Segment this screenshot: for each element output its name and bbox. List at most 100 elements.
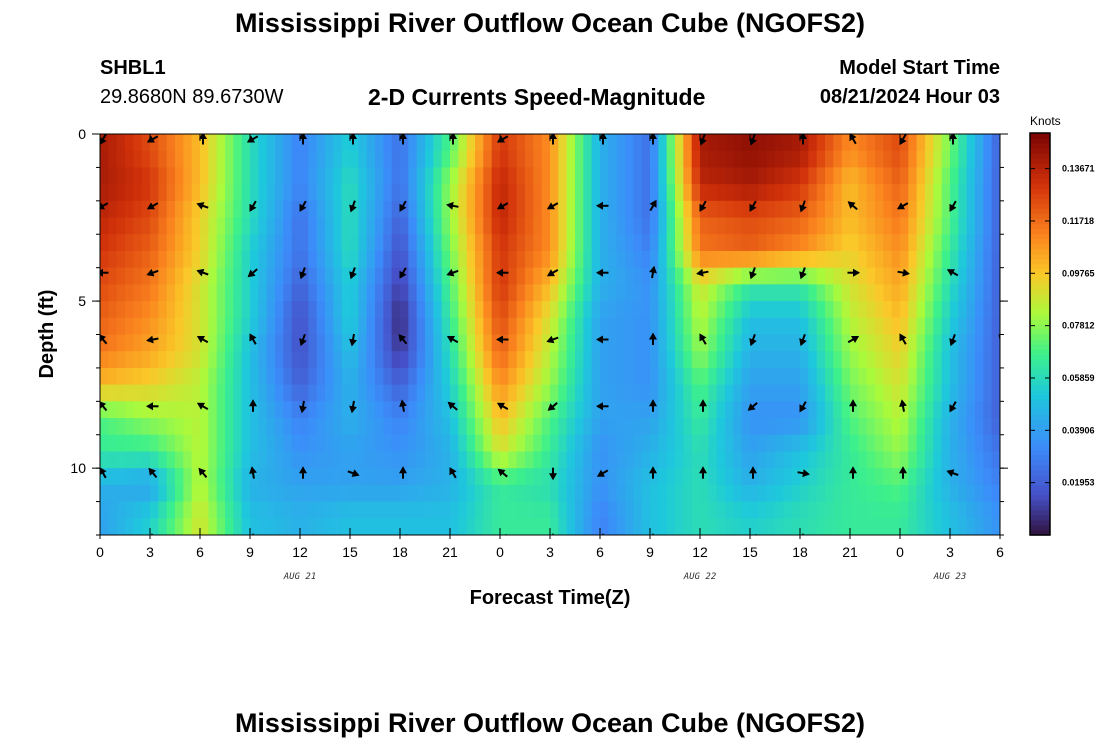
heatmap-cell [841, 367, 851, 386]
heatmap-cell [516, 167, 526, 185]
heatmap-cell [283, 200, 293, 219]
heatmap-cell [375, 401, 384, 419]
heatmap-cell [533, 267, 543, 285]
heatmap-cell [816, 184, 826, 202]
heatmap-cell [700, 468, 709, 486]
heatmap-cell [666, 250, 676, 269]
heatmap-cell [808, 484, 818, 503]
heatmap-cell [708, 384, 718, 402]
heatmap-cell [316, 217, 326, 235]
heatmap-cell [425, 134, 434, 152]
heatmap-cell [650, 518, 659, 535]
x-tick-label: 18 [792, 544, 808, 560]
heatmap-cell [675, 484, 684, 503]
heatmap-cell [866, 184, 876, 202]
heatmap-cell [400, 167, 409, 185]
heatmap-cell [475, 384, 484, 402]
heatmap-cell [266, 267, 276, 285]
colorbar-segment [1030, 514, 1050, 521]
heatmap-cell [483, 451, 493, 469]
heatmap-cell [391, 167, 401, 185]
heatmap-cell [308, 468, 318, 486]
heatmap-cell [891, 267, 901, 285]
heatmap-cell [558, 284, 568, 302]
colorbar-segment [1030, 409, 1050, 416]
colorbar-segment [1030, 168, 1050, 174]
heatmap-cell [175, 334, 184, 352]
heatmap-cell [450, 267, 459, 285]
heatmap-cell [983, 301, 993, 319]
x-tick-label: 12 [692, 544, 708, 560]
heatmap-cell [866, 518, 876, 535]
heatmap-cell [933, 434, 943, 453]
heatmap-cell [408, 150, 418, 169]
heatmap-cell [366, 150, 376, 169]
heatmap-cell [275, 167, 284, 185]
current-vector [596, 469, 609, 477]
heatmap-cell [258, 418, 268, 436]
heatmap-cell [866, 351, 876, 369]
heatmap-cell [666, 150, 676, 169]
heatmap-cell [116, 150, 126, 169]
heatmap-cell [833, 401, 843, 419]
heatmap-cell [291, 234, 301, 252]
heatmap-cell [808, 167, 818, 185]
heatmap-cell [458, 217, 468, 235]
heatmap-cell [583, 468, 593, 486]
heatmap-cell [200, 284, 209, 302]
current-vector [299, 466, 307, 479]
current-vector [398, 334, 408, 345]
current-vector [349, 267, 357, 280]
heatmap-cell [250, 317, 259, 336]
heatmap-cell [733, 200, 743, 219]
heatmap-cell [166, 434, 176, 453]
heatmap-cell [758, 267, 768, 285]
heatmap-cell [291, 134, 301, 152]
heatmap-cell [925, 200, 934, 219]
y-tick-label: 10 [70, 460, 86, 476]
heatmap-cell [533, 484, 543, 503]
heatmap-cell [725, 501, 734, 519]
heatmap-cell [633, 134, 643, 152]
heatmap-cell [858, 134, 868, 152]
colorbar-segment [1030, 238, 1050, 245]
heatmap-cell [191, 401, 201, 419]
heatmap-cell [658, 184, 668, 202]
heatmap-cell [183, 334, 193, 352]
heatmap-cell [233, 134, 243, 152]
heatmap-cell [333, 334, 343, 352]
heatmap-cell [166, 384, 176, 402]
heatmap-cell [133, 250, 143, 269]
heatmap-cell [958, 200, 968, 219]
heatmap-cell [216, 250, 226, 269]
colorbar-tick-label: 0.11718 [1062, 216, 1094, 226]
heatmap-cell [291, 484, 301, 503]
heatmap-cell [183, 134, 193, 152]
heatmap-cell [833, 234, 843, 252]
current-vector [549, 467, 557, 481]
heatmap-cell [958, 451, 968, 469]
heatmap-cell [708, 167, 718, 185]
heatmap-cell [183, 401, 193, 419]
heatmap-cell [233, 501, 243, 519]
heatmap-cell [500, 284, 509, 302]
heatmap-cell [600, 484, 609, 503]
heatmap-cell [225, 184, 234, 202]
heatmap-cell [508, 234, 518, 252]
heatmap-cell [400, 134, 409, 152]
heatmap-cell [708, 184, 718, 202]
heatmap-cell [266, 317, 276, 336]
heatmap-cell [383, 468, 393, 486]
heatmap-cell [775, 351, 784, 369]
heatmap-cell [233, 367, 243, 386]
heatmap-cell [750, 284, 759, 302]
heatmap-cell [325, 167, 334, 185]
heatmap-cell [925, 284, 934, 302]
heatmap-cell [433, 351, 443, 369]
heatmap-cell [733, 250, 743, 269]
heatmap-cell [550, 234, 559, 252]
heatmap-cell [175, 501, 184, 519]
heatmap-cell [291, 267, 301, 285]
heatmap-cell [850, 217, 859, 235]
heatmap-cell [458, 167, 468, 185]
